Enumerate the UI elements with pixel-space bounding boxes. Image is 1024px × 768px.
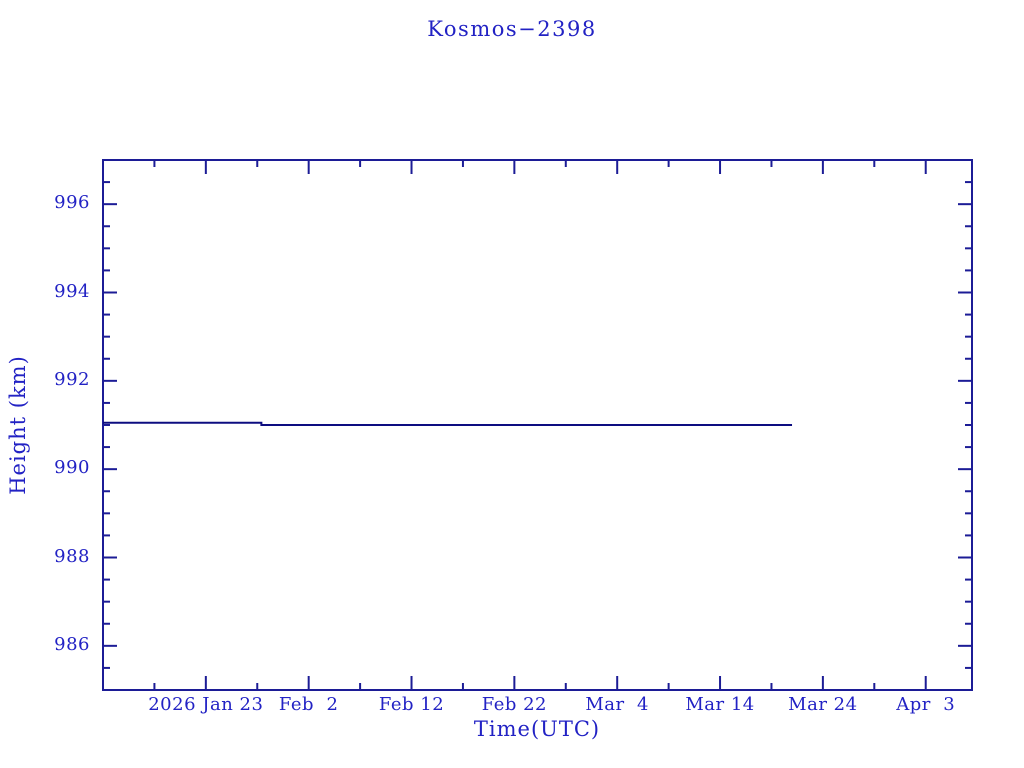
y-tick-label: 990 bbox=[54, 457, 90, 479]
chart-title: Kosmos−2398 bbox=[427, 17, 597, 41]
series-height-line bbox=[103, 421, 793, 426]
y-tick-label: 988 bbox=[54, 545, 90, 567]
x-tick-label: Feb 12 bbox=[378, 694, 445, 715]
y-tick-label: 992 bbox=[54, 368, 90, 390]
x-tick-label: Mar 24 bbox=[788, 694, 858, 715]
x-tick-label: Mar 14 bbox=[685, 694, 755, 715]
y-tick-label: 994 bbox=[54, 280, 90, 302]
y-tick-label: 986 bbox=[54, 633, 90, 655]
x-tick-label: 2026 Jan 23 bbox=[148, 694, 264, 715]
x-tick-label: Feb 22 bbox=[481, 694, 548, 715]
x-tick-label: Mar 4 bbox=[585, 694, 650, 715]
x-tick-label: Feb 2 bbox=[278, 694, 339, 715]
y-tick-label: 996 bbox=[54, 192, 90, 214]
x-axis-title: Time(UTC) bbox=[473, 717, 601, 741]
x-tick-label: Apr 3 bbox=[896, 694, 956, 715]
